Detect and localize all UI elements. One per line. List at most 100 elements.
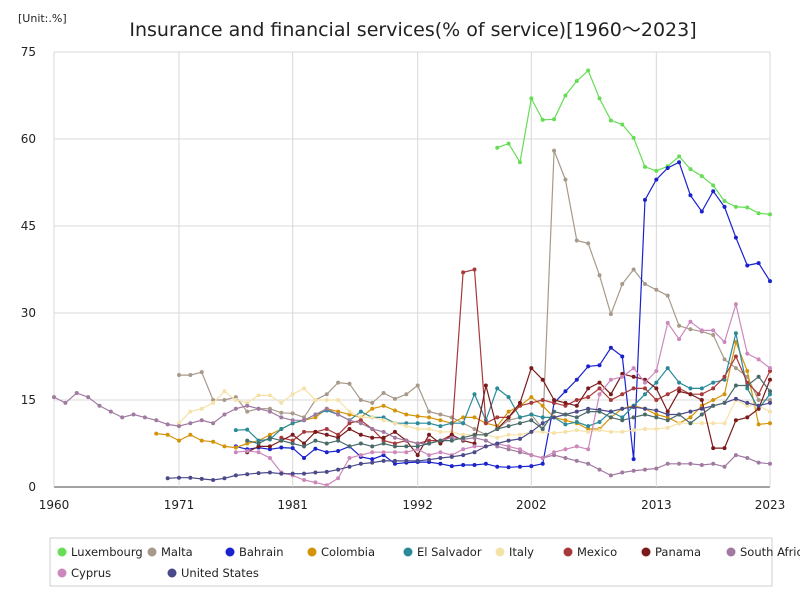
data-point	[256, 444, 261, 449]
data-point	[563, 177, 568, 182]
data-point	[665, 392, 670, 397]
data-point	[449, 464, 454, 469]
data-point	[324, 398, 329, 402]
data-point	[574, 403, 579, 408]
data-point	[597, 273, 602, 278]
legend-label: Mexico	[577, 545, 617, 559]
data-point	[529, 400, 534, 405]
data-point	[267, 447, 272, 452]
chart-title: Insurance and financial services(% of se…	[129, 19, 696, 41]
data-point	[279, 427, 284, 431]
x-tick-label: 2013	[641, 498, 672, 512]
data-point	[279, 415, 284, 420]
data-point	[506, 444, 511, 449]
data-point	[768, 400, 772, 405]
data-point	[768, 398, 772, 402]
data-point	[449, 435, 454, 440]
data-point	[483, 383, 488, 388]
data-point	[586, 429, 591, 434]
data-point	[415, 414, 420, 419]
data-point	[642, 412, 647, 417]
data-point	[620, 371, 625, 376]
data-point	[665, 425, 670, 430]
data-point	[631, 135, 636, 140]
data-point	[381, 453, 386, 458]
data-point	[597, 380, 602, 385]
data-point	[290, 411, 295, 416]
data-point	[188, 432, 193, 437]
data-point	[495, 444, 500, 449]
legend-marker	[563, 547, 573, 557]
data-point	[245, 449, 250, 454]
data-point	[392, 408, 397, 413]
data-point	[188, 373, 193, 378]
data-point	[313, 429, 318, 434]
data-point	[768, 279, 772, 284]
data-point	[222, 389, 227, 394]
data-point	[506, 415, 511, 420]
y-tick-label: 30	[21, 306, 36, 320]
data-point	[472, 267, 477, 272]
series-dominica	[245, 374, 772, 449]
data-point	[722, 199, 727, 204]
data-point	[574, 458, 579, 463]
data-point	[642, 467, 647, 472]
data-point	[620, 374, 625, 379]
data-point	[699, 421, 704, 426]
data-point	[256, 441, 261, 446]
data-point	[222, 476, 227, 481]
data-point	[392, 444, 397, 449]
data-point	[495, 145, 500, 150]
data-point	[620, 282, 625, 286]
data-point	[677, 412, 682, 417]
legend-marker	[167, 568, 177, 578]
data-point	[313, 438, 318, 443]
data-point	[267, 444, 272, 449]
data-point	[722, 421, 727, 426]
data-point	[438, 418, 443, 423]
data-point	[563, 456, 568, 460]
data-point	[449, 454, 454, 459]
data-point	[540, 398, 545, 402]
data-point	[631, 386, 636, 391]
data-point	[540, 429, 545, 434]
data-point	[574, 409, 579, 414]
data-point	[540, 377, 545, 382]
data-point	[506, 432, 511, 437]
data-point	[620, 354, 625, 359]
data-point	[438, 441, 443, 446]
data-point	[506, 424, 511, 429]
data-point	[529, 464, 534, 469]
data-point	[597, 428, 602, 433]
data-point	[472, 450, 477, 455]
data-point	[756, 398, 761, 402]
legend-item: Panama	[641, 545, 701, 559]
data-point	[756, 211, 761, 216]
data-point	[506, 447, 511, 452]
data-point	[586, 364, 591, 369]
data-point	[256, 406, 261, 411]
legend-label: United States	[181, 566, 259, 580]
data-point	[324, 427, 329, 431]
data-point	[688, 193, 693, 198]
data-point	[290, 421, 295, 426]
data-point	[495, 415, 500, 420]
legend-item: South Africa	[726, 545, 800, 559]
x-tick-label: 1981	[277, 498, 308, 512]
data-point	[631, 428, 636, 433]
data-point	[677, 160, 682, 165]
legend-label: Malta	[161, 545, 193, 559]
data-point	[563, 389, 568, 394]
data-point	[745, 400, 750, 405]
x-tick-label: 1960	[39, 498, 70, 512]
data-point	[654, 466, 659, 471]
data-point	[506, 395, 511, 400]
data-point	[404, 450, 409, 455]
data-point	[733, 366, 738, 371]
data-point	[415, 383, 420, 388]
legend-item: Malta	[147, 545, 193, 559]
data-point	[222, 444, 227, 449]
data-point	[631, 468, 636, 473]
data-point	[177, 438, 182, 443]
data-point	[381, 429, 386, 434]
